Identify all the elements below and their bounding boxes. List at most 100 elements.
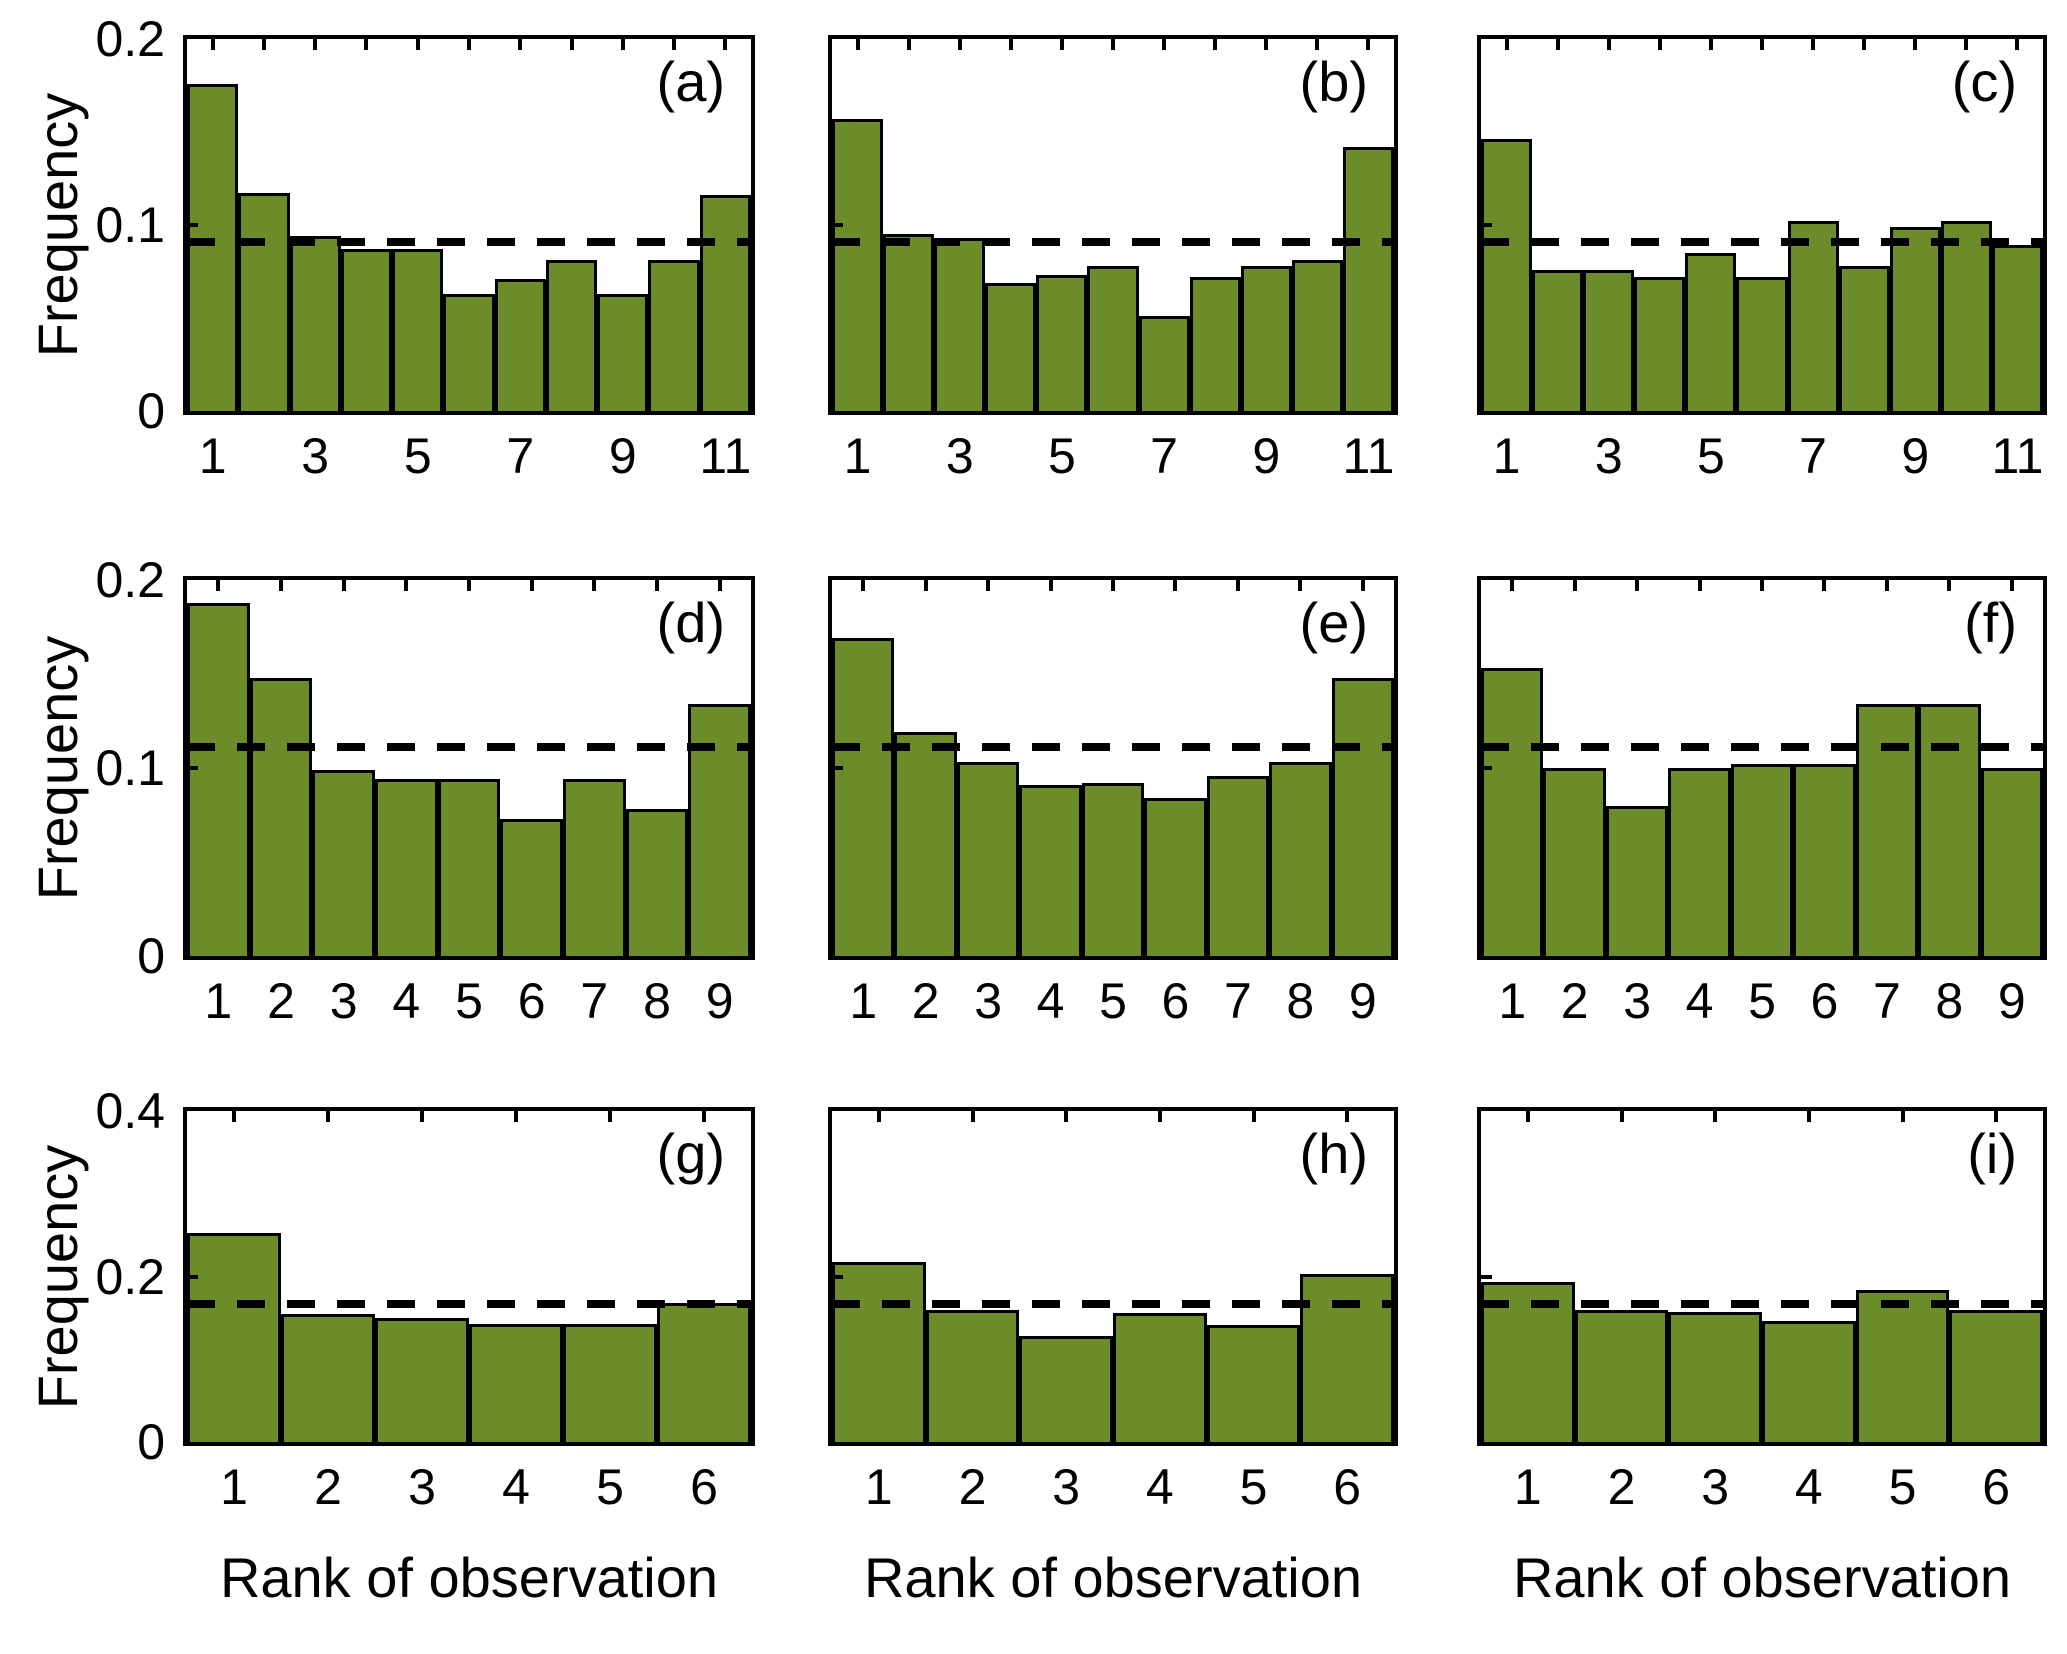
histogram-bar (289, 236, 341, 411)
panel-d: (d) (183, 576, 755, 960)
x-tick-mark (404, 580, 409, 591)
x-tick-label: 8 (1286, 973, 1315, 1029)
x-tick-label: 7 (1872, 973, 1901, 1029)
x-tick-label: 4 (1145, 1459, 1174, 1515)
y-tick-label: 0.4 (95, 1083, 165, 1139)
histogram-bar (1532, 269, 1584, 411)
histogram-bar (1762, 1321, 1856, 1442)
histogram-bar (597, 293, 649, 411)
histogram-bar (934, 238, 986, 411)
histogram-bar (648, 260, 700, 411)
x-tick-mark (1619, 1111, 1624, 1122)
panel-g: (g) (183, 1107, 755, 1446)
histogram-bar (494, 278, 546, 411)
histogram-bar (1634, 277, 1686, 411)
histogram-bar (699, 195, 751, 411)
expected-frequency-dashed-line (1481, 743, 2043, 752)
histogram-bar (1730, 764, 1794, 956)
panel-e: (e) (828, 576, 1398, 960)
panel-c: (c) (1477, 35, 2047, 415)
histogram-bar (625, 809, 689, 956)
x-tick-mark (415, 39, 420, 50)
x-tick-mark (1298, 580, 1303, 591)
x-tick-label: 3 (1701, 1459, 1730, 1515)
y-axis-title: Frequency (26, 1144, 89, 1409)
x-tick-label: 3 (1052, 1459, 1081, 1515)
x-tick-mark (1964, 39, 1969, 50)
y-tick-label: 0 (137, 1414, 165, 1470)
x-tick-label: 7 (1799, 428, 1827, 484)
x-tick-label: 1 (1513, 1459, 1542, 1515)
x-tick-mark (1366, 39, 1371, 50)
x-axis-title: Rank of observation (863, 1546, 1363, 1609)
x-tick-label: 4 (1794, 1459, 1823, 1515)
x-tick-label: 3 (408, 1459, 436, 1515)
y-tick-mark (1481, 766, 1492, 770)
x-tick-mark (1900, 1111, 1905, 1122)
histogram-bar (312, 769, 375, 956)
y-tick-mark (832, 766, 843, 770)
histogram-bar (1087, 265, 1139, 411)
x-tick-mark (1822, 580, 1827, 591)
x-tick-label: 2 (958, 1459, 987, 1515)
x-tick-label: 3 (329, 973, 358, 1029)
histogram-bar (1583, 269, 1635, 411)
histogram-bar (956, 762, 1020, 956)
histogram-bar (545, 260, 598, 411)
x-tick-mark (655, 580, 659, 591)
panel-letter: (h) (1299, 1122, 1368, 1185)
x-tick-label: 2 (1607, 1459, 1636, 1515)
y-tick-label: 0.1 (95, 197, 165, 253)
expected-frequency-dashed-line (832, 743, 1394, 752)
histogram-bar (1138, 316, 1190, 411)
histogram-bar (469, 1323, 563, 1442)
histogram-bar (832, 1262, 926, 1442)
histogram-bar (1668, 1312, 1762, 1442)
x-tick-mark (1760, 39, 1764, 50)
x-tick-label: 6 (690, 1459, 718, 1515)
panel-letter: (d) (656, 591, 725, 654)
x-tick-mark (2009, 580, 2014, 591)
x-tick-mark (279, 580, 283, 591)
x-tick-mark (702, 1111, 706, 1122)
expected-frequency-dashed-line (187, 237, 751, 246)
y-tick-label: 0.2 (95, 11, 165, 67)
panel-letter: (g) (656, 1122, 725, 1185)
histogram-bar (1855, 1289, 1950, 1442)
x-tick-mark (592, 580, 597, 591)
x-tick-label: 2 (1560, 973, 1589, 1029)
x-tick-mark (1913, 39, 1918, 50)
panel-letter: (a) (656, 50, 725, 113)
x-tick-mark (1947, 580, 1952, 591)
y-tick-mark (832, 1274, 843, 1279)
x-tick-label: 3 (1623, 973, 1652, 1029)
y-tick-label: 0 (137, 928, 165, 984)
x-tick-mark (1360, 580, 1365, 591)
histogram-bar (1481, 668, 1544, 956)
histogram-bar (187, 1232, 281, 1442)
x-tick-mark (1235, 580, 1240, 591)
x-tick-mark (1510, 580, 1515, 591)
histogram-bar (883, 234, 935, 411)
x-tick-mark (723, 39, 728, 50)
histogram-bar (657, 1302, 751, 1442)
x-tick-label: 9 (705, 973, 734, 1029)
histogram-bar (1685, 252, 1737, 411)
y-tick-label: 0 (137, 383, 165, 439)
histogram-bar (1574, 1309, 1669, 1442)
x-tick-label: 5 (455, 973, 483, 1029)
histogram-bar (375, 779, 438, 956)
panel-a: (a) (183, 35, 755, 415)
x-tick-mark (1111, 39, 1115, 50)
histogram-bar (1668, 768, 1731, 956)
x-tick-label: 5 (1048, 428, 1076, 484)
histogram-bar (894, 732, 957, 956)
x-tick-mark (1760, 580, 1764, 591)
x-tick-label: 6 (1333, 1459, 1362, 1515)
panel-letter: (f) (1964, 591, 2017, 654)
y-tick-label: 0.2 (95, 1248, 165, 1305)
histogram-bar (1793, 764, 1856, 956)
x-tick-mark (1635, 580, 1640, 591)
histogram-bar (1940, 221, 1992, 411)
histogram-bar (563, 1323, 657, 1442)
